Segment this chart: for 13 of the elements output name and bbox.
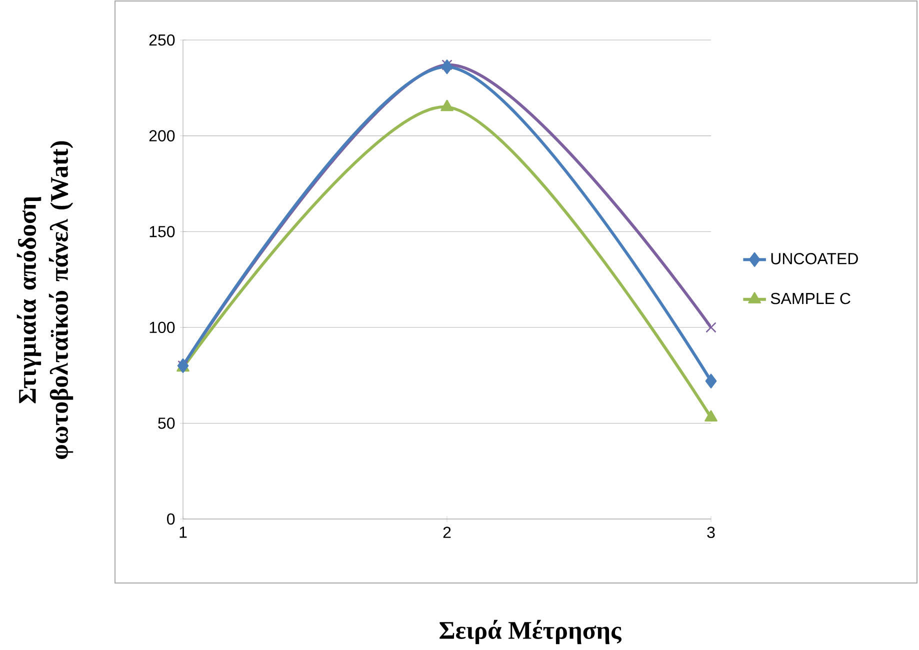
y-tick-label: 100 bbox=[150, 322, 175, 334]
y-tick-label: 50 bbox=[158, 418, 175, 429]
y-tick-label: 0 bbox=[167, 513, 175, 525]
y-tick-label: 200 bbox=[149, 130, 175, 142]
y-axis-title: Στιγμιαία απόδοση φωτοβολταϊκού πάνελ (Watt) bbox=[16, 141, 74, 459]
y-tick-label: 150 bbox=[150, 226, 175, 238]
legend-label: SAMPLE C bbox=[770, 292, 850, 304]
x-axis-title: Σειρά Μέτρησης bbox=[440, 620, 622, 644]
x-tick-label: 1 bbox=[180, 526, 187, 538]
x-tick-label: 2 bbox=[443, 526, 451, 538]
x-tick-label: 3 bbox=[707, 526, 715, 538]
legend-label: UNCOATED bbox=[771, 253, 858, 264]
y-tick-label: 250 bbox=[149, 34, 175, 46]
